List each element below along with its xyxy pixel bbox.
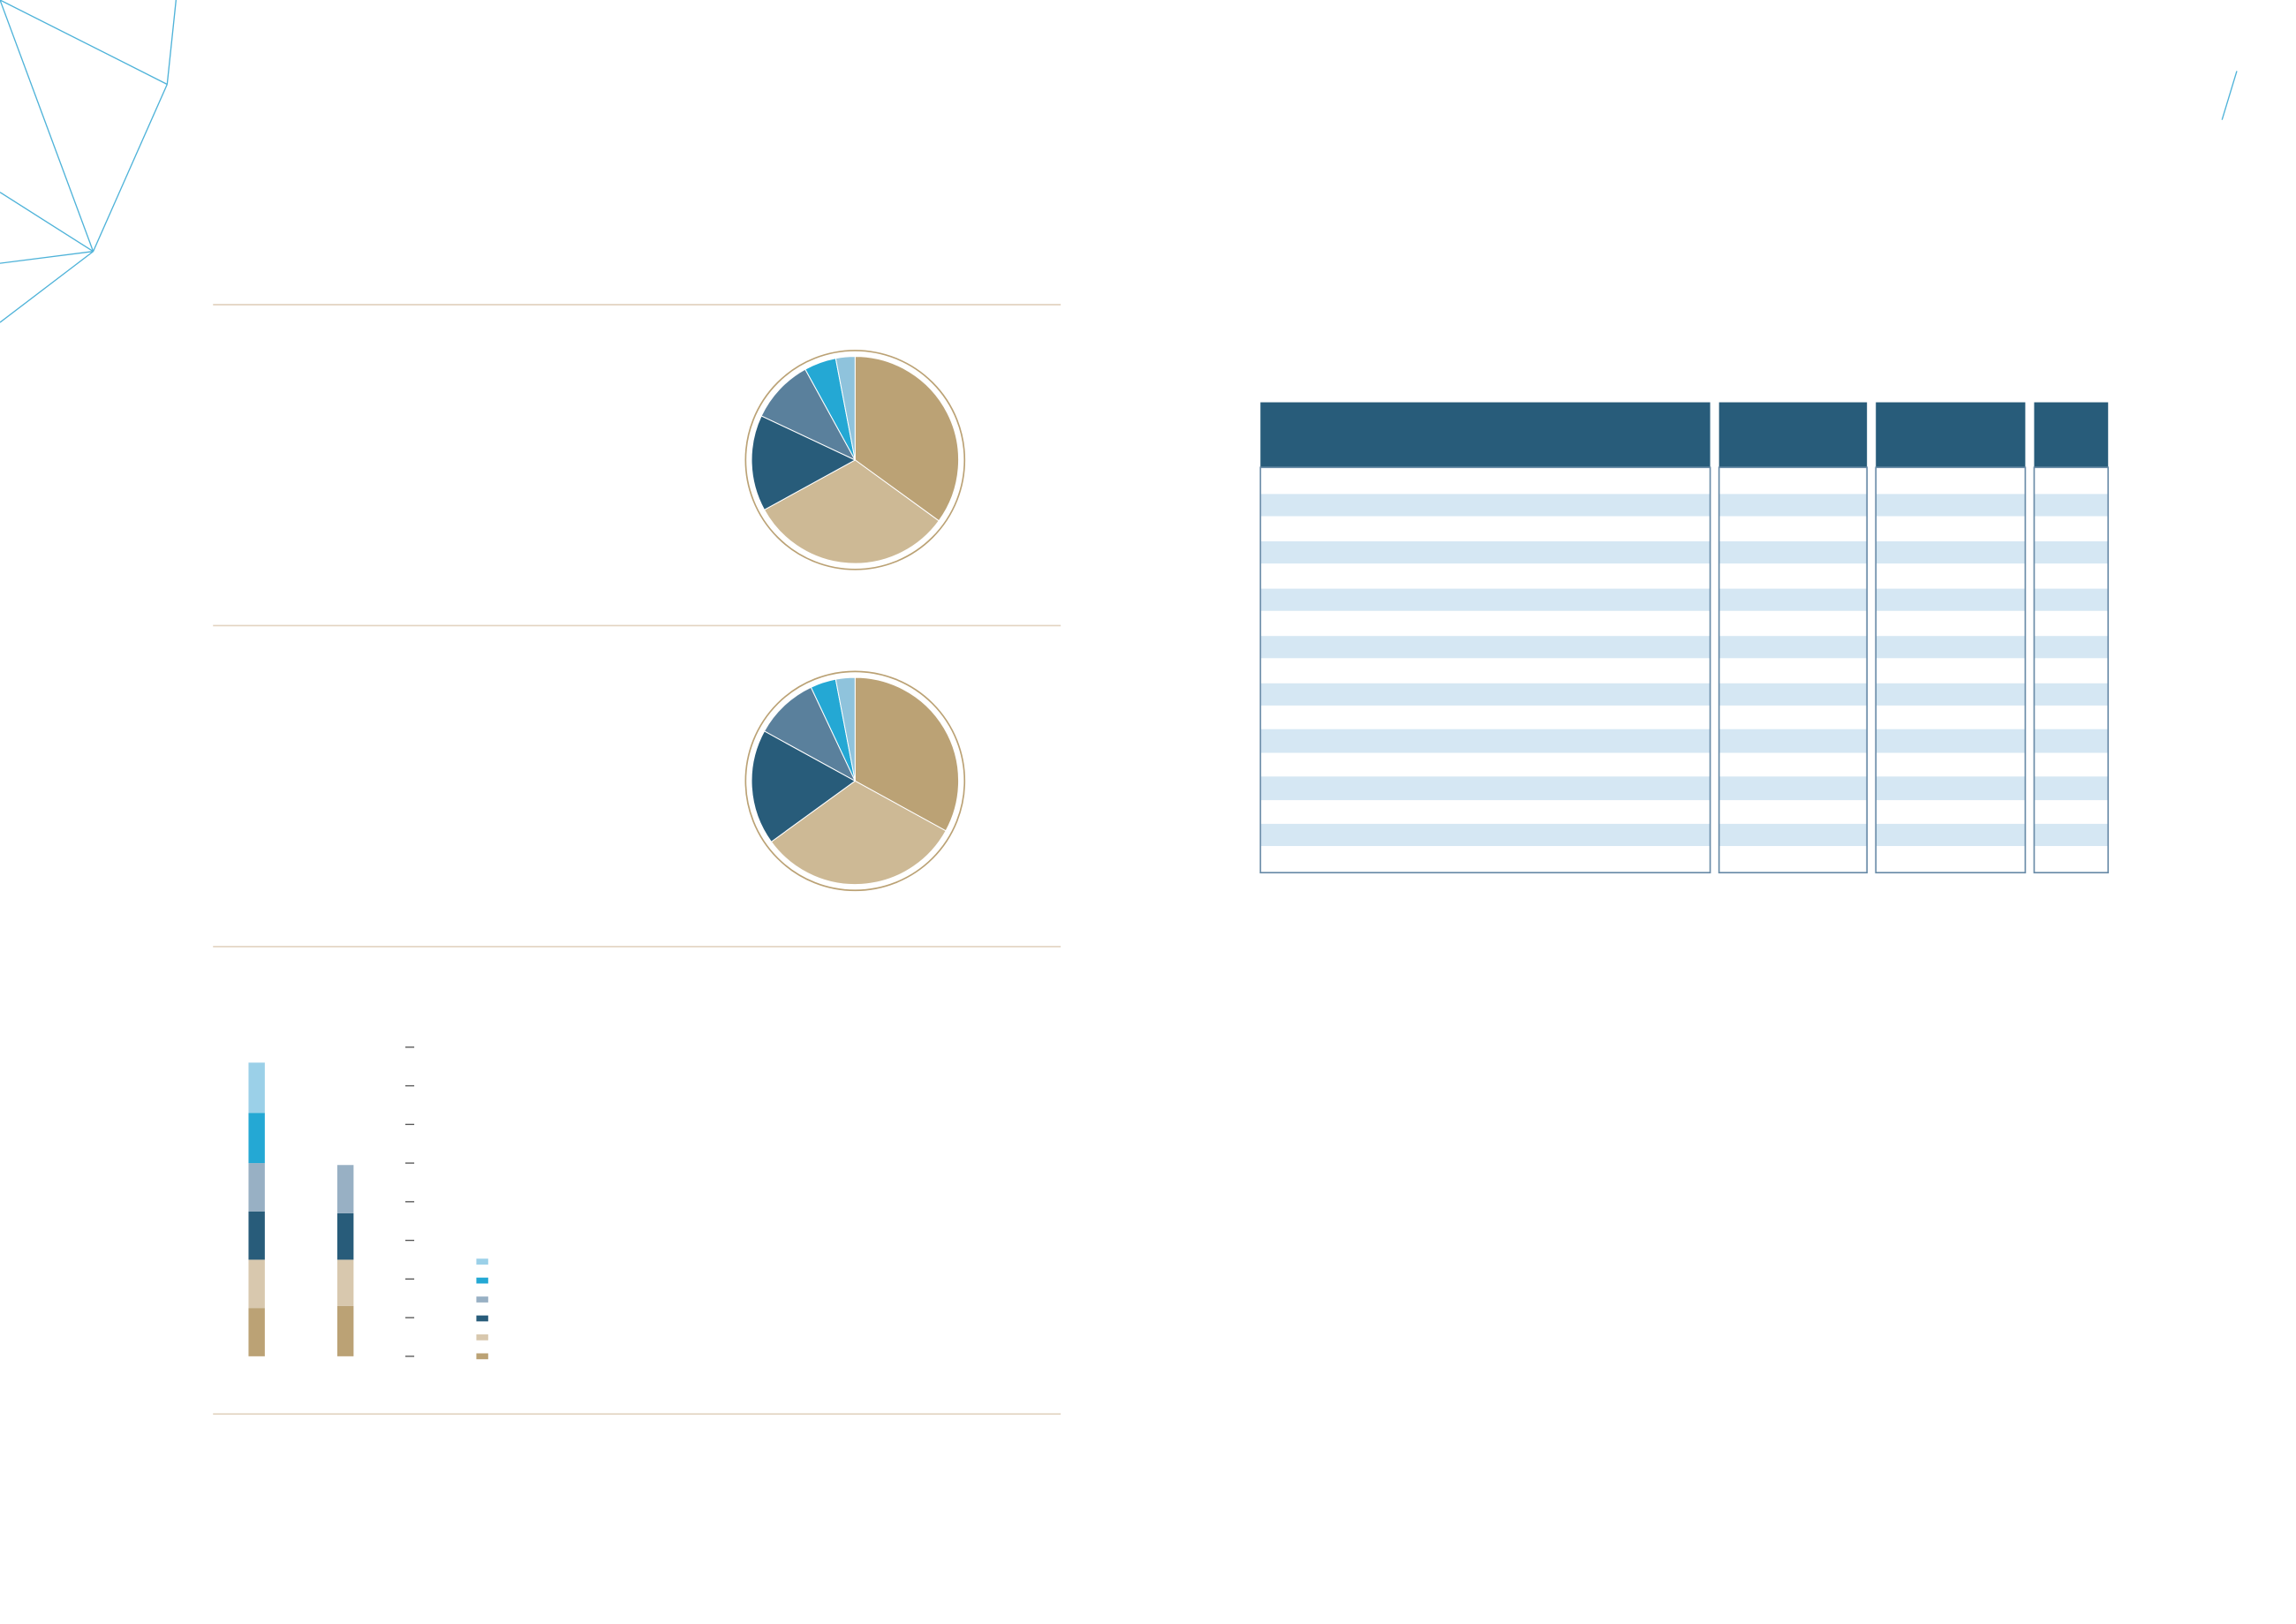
bar-segment <box>248 1259 265 1309</box>
bar-segment <box>336 1259 354 1306</box>
table <box>1259 402 2110 874</box>
pie-slice <box>763 459 940 564</box>
table-gutters <box>1710 467 2035 874</box>
legend-swatch <box>476 1315 488 1322</box>
decoration <box>0 0 2238 323</box>
bar-segment <box>248 1163 265 1212</box>
pie-slice <box>763 686 857 782</box>
legend-swatch <box>476 1277 488 1284</box>
pie-slice <box>751 415 857 511</box>
legend-swatch <box>476 1353 488 1360</box>
bar-segment <box>248 1062 265 1114</box>
pie-ring <box>744 350 966 570</box>
bar-segment <box>248 1211 265 1260</box>
legend-swatch <box>476 1296 488 1303</box>
pie-slice <box>854 676 959 832</box>
table-header-cell <box>1718 402 1868 468</box>
pie-slice <box>751 730 857 842</box>
bar-segment <box>336 1305 354 1356</box>
bar-segment <box>248 1308 265 1356</box>
table-borders <box>1259 466 2110 874</box>
pie-slice <box>770 780 947 886</box>
bar-segment <box>336 1212 354 1260</box>
pie-slice <box>760 368 857 461</box>
section-rules <box>213 304 1061 1416</box>
table-stripes <box>1260 494 2109 847</box>
bar-segment <box>336 1165 354 1213</box>
legend-swatch <box>476 1258 488 1265</box>
pie-slice <box>835 356 856 460</box>
table-header-cell <box>2034 402 2109 468</box>
pie-ring <box>744 670 966 892</box>
table-header-cell <box>1260 402 1711 468</box>
pie-slice <box>854 356 960 522</box>
legend-swatch <box>476 1334 488 1341</box>
table-header-cell <box>1876 402 2026 468</box>
bar-segment <box>248 1113 265 1164</box>
pie-slice <box>835 676 856 782</box>
